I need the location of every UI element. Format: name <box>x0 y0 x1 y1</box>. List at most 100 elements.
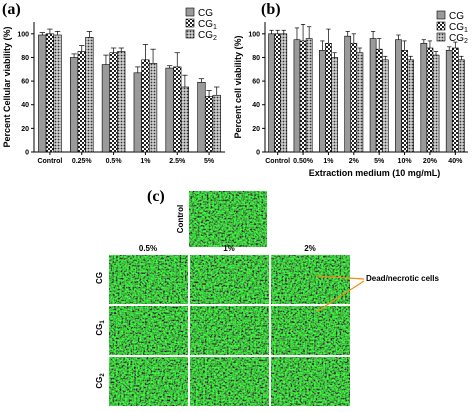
micrograph-control-cells <box>189 191 267 247</box>
x-tick-label: 5% <box>204 158 215 165</box>
dead-cells-annotation: Dead/necrotic cells <box>366 274 439 283</box>
bar <box>458 59 465 153</box>
bar <box>350 42 358 153</box>
micrograph-tile-cells <box>190 255 269 304</box>
bar <box>109 52 118 153</box>
bar <box>445 50 453 153</box>
y-tick-label: 40 <box>252 102 260 109</box>
bar <box>268 33 275 153</box>
y-tick-label: 0 <box>256 150 260 157</box>
bar <box>85 37 94 153</box>
y-tick-label: 60 <box>252 79 260 86</box>
bar <box>141 59 150 153</box>
bar <box>325 42 332 153</box>
legend-label: CG1 <box>449 22 468 34</box>
x-tick-label: 0.50% <box>293 158 314 165</box>
x-tick-label: Control <box>37 158 62 165</box>
panel-label-b: (b) <box>261 1 281 18</box>
bar <box>331 57 338 153</box>
micrograph-tile-cells <box>190 306 269 355</box>
y-tick-label: 80 <box>21 55 29 62</box>
bar <box>274 33 282 153</box>
x-tick-label: Control <box>265 158 290 165</box>
bar <box>280 33 288 153</box>
col-label-1: 1% <box>223 244 235 253</box>
x-tick-label: 0.5% <box>106 158 123 165</box>
legend-swatch <box>185 18 195 28</box>
x-tick-label: 2% <box>349 158 360 165</box>
legend-swatch <box>436 32 446 42</box>
bar <box>117 51 126 153</box>
bar <box>407 59 414 153</box>
legend-label: CG1 <box>198 19 217 31</box>
micrograph-tile-cells <box>271 255 350 304</box>
bar <box>451 47 459 153</box>
y-tick-label: 40 <box>21 102 29 109</box>
bar <box>69 57 79 153</box>
bar <box>375 48 383 153</box>
y-axis-label: Percent cell viability (%) <box>233 35 243 138</box>
y-axis-label: Percent Cellular viability (%) <box>2 26 12 147</box>
bar <box>395 39 402 153</box>
annotation-arrow-2 <box>315 280 365 313</box>
y-tick-label: 0 <box>25 150 29 157</box>
row-label-cg1: CG1 <box>95 320 106 336</box>
x-tick-label: 10% <box>398 158 413 165</box>
legend-label: CG2 <box>449 33 468 45</box>
micrograph-tile-cells <box>190 357 269 406</box>
legend-label: CG2 <box>198 30 217 42</box>
y-tick-label: 100 <box>248 31 260 38</box>
micrograph-grid: Control 0.5% 1% 2% CG CG1 CG2 Dead/necro… <box>95 191 439 406</box>
bar <box>101 64 111 153</box>
bar <box>148 63 158 153</box>
micrograph-tile-cells <box>271 306 350 355</box>
x-tick-label: 40% <box>448 158 463 165</box>
panel-label-c: (c) <box>147 188 165 205</box>
x-tick-label: 20% <box>423 158 438 165</box>
legend-swatch <box>185 29 195 39</box>
bar <box>38 34 47 153</box>
micrograph-tile-cells <box>109 255 188 304</box>
y-tick-label: 80 <box>252 55 260 62</box>
bar <box>212 94 221 153</box>
bar <box>180 86 190 153</box>
bar <box>420 42 428 153</box>
y-tick-label: 20 <box>21 126 29 133</box>
bar <box>173 66 182 153</box>
y-tick-label: 60 <box>21 79 29 86</box>
chart-a: 0 20 40 60 80 100 Percent Cellular viability (… <box>2 7 225 165</box>
row-label-control: Control <box>176 205 185 233</box>
micrograph-tile-cells <box>109 306 188 355</box>
bar <box>197 81 206 153</box>
bar <box>432 54 440 153</box>
bar <box>77 51 86 153</box>
bar <box>305 38 313 153</box>
bar <box>45 33 55 153</box>
x-axis-label: Extraction medium (10 mg/mL) <box>309 168 441 178</box>
micrograph-tile-cells <box>109 357 188 406</box>
bar <box>165 67 174 153</box>
x-tick-label: 2.5% <box>169 158 186 165</box>
bar <box>204 96 214 153</box>
bar <box>133 72 142 153</box>
bar <box>369 38 377 153</box>
bar <box>381 59 389 153</box>
y-tick-label: 20 <box>252 126 260 133</box>
bar <box>299 40 307 153</box>
panel-label-a: (a) <box>2 1 21 18</box>
x-tick-label: 1% <box>323 158 334 165</box>
legend-swatch <box>436 10 446 20</box>
bar <box>293 39 301 153</box>
micrograph-tiles <box>109 255 350 406</box>
bar <box>426 47 434 153</box>
micrograph-tile-cells <box>271 357 350 406</box>
bar <box>401 50 408 153</box>
bar <box>319 50 326 153</box>
annotation-arrow-1 <box>315 275 365 280</box>
legend-swatch <box>185 7 195 17</box>
x-tick-label: 1% <box>140 158 151 165</box>
bar <box>344 35 352 153</box>
x-tick-label: 5% <box>374 158 385 165</box>
col-label-2: 2% <box>304 244 316 253</box>
